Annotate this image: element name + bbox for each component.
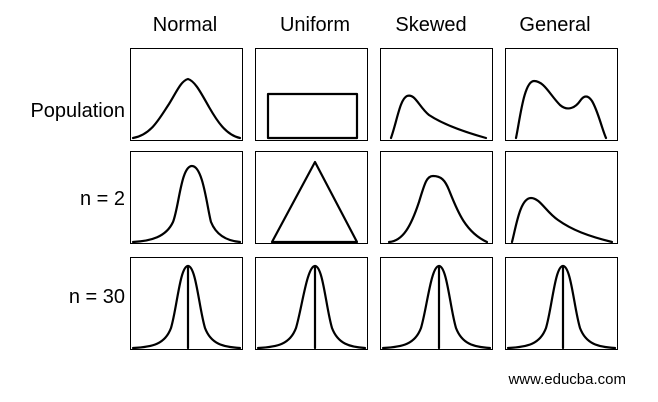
population-normal-curve [131,77,242,140]
panel-n2-general [505,151,618,244]
watermark-text: www.educba.com [508,371,626,388]
n2-general-curve [510,196,614,244]
row-label-n2: n = 2 [79,188,125,210]
panel-population-uniform [255,48,368,141]
population-uniform-curve [266,92,359,140]
n2-skewed-curve [387,174,489,244]
n30-general-curve [506,264,617,350]
panel-n30-skewed [380,257,493,350]
panel-population-skewed [380,48,493,141]
panel-n30-uniform [255,257,368,350]
population-skewed-curve [389,94,488,140]
row-label-n30: n = 30 [68,286,125,308]
panel-n30-general [505,257,618,350]
column-label-uniform: Uniform [279,14,350,36]
panel-n2-uniform [255,151,368,244]
column-label-skewed: Skewed [395,14,467,36]
panel-n2-skewed [380,151,493,244]
n30-skewed-curve [381,264,492,350]
n2-uniform-curve [270,160,359,244]
n30-uniform-curve [256,264,367,350]
panel-n30-normal [130,257,243,350]
panel-population-general [505,48,618,141]
column-label-general: General [519,14,591,36]
n2-normal-curve [131,164,242,244]
panel-population-normal [130,48,243,141]
population-general-curve [514,79,608,140]
column-label-normal: Normal [152,14,218,36]
row-label-population: Population [30,100,125,122]
panel-n2-normal [130,151,243,244]
n30-normal-curve [131,264,242,350]
